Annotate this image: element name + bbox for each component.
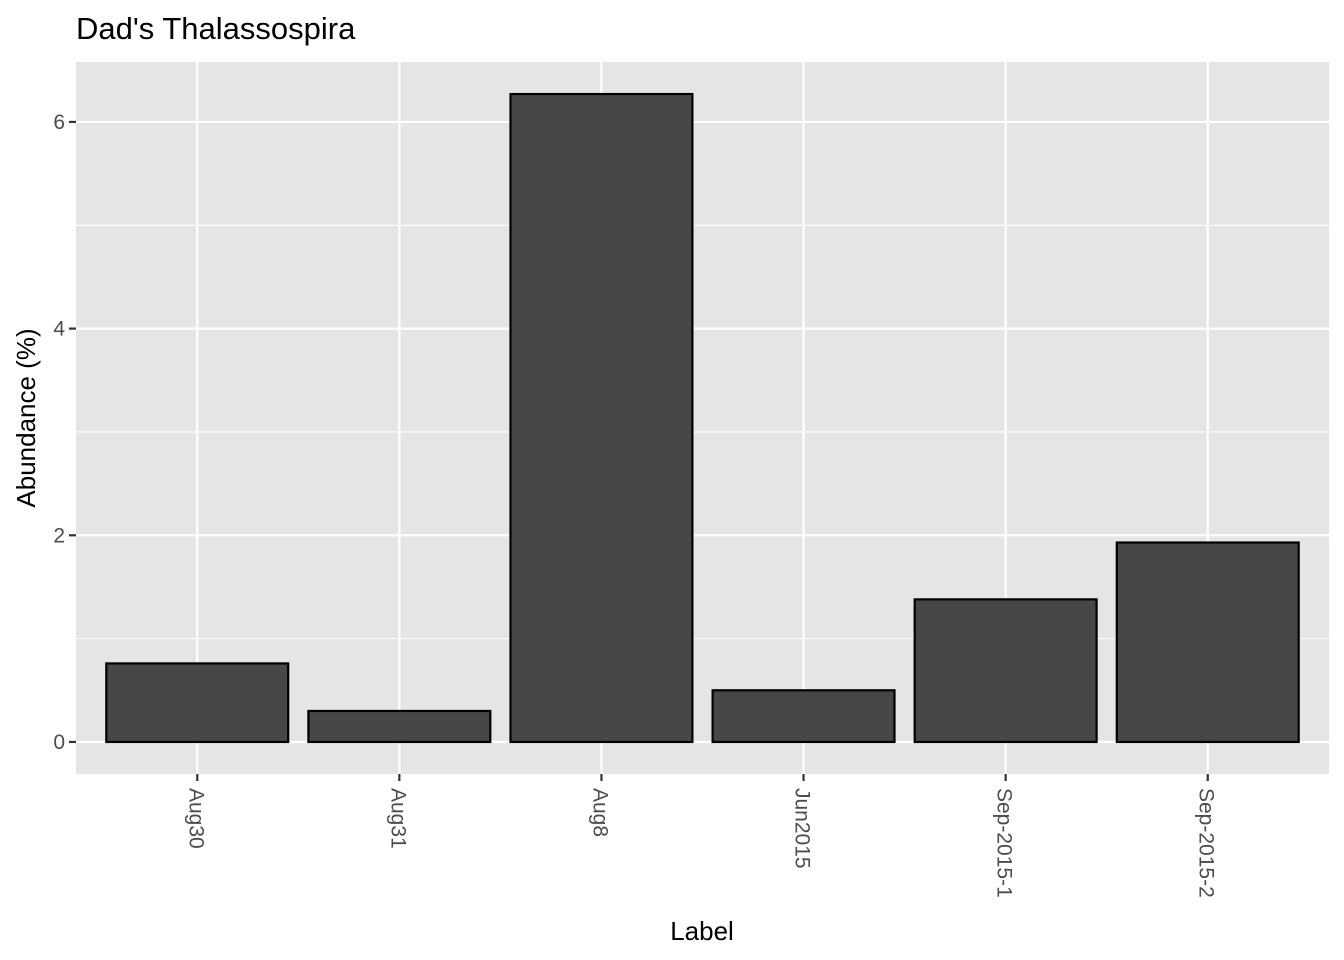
bars — [105, 92, 1300, 744]
bar-aug8 — [509, 92, 694, 744]
y-tick-label: 4 — [53, 318, 65, 341]
bar-aug30 — [105, 662, 290, 744]
chart-title: Dad's Thalassospira — [76, 11, 356, 46]
bar-sep-2015-1 — [913, 598, 1098, 744]
y-axis-title: Abundance (%) — [11, 328, 41, 507]
x-tick-label: Sep-2015-1 — [993, 788, 1016, 898]
x-axis-title: Label — [670, 916, 734, 946]
x-tick-label: Aug31 — [386, 788, 409, 849]
x-tick-label: Jun2015 — [791, 788, 814, 869]
x-tick-label: Sep-2015-2 — [1195, 788, 1218, 898]
y-tick-label: 2 — [53, 524, 65, 547]
x-tick-label: Aug8 — [588, 788, 611, 837]
y-tick-label: 0 — [53, 731, 65, 754]
bar-aug31 — [307, 709, 492, 744]
y-axis: 0 2 4 6 — [53, 111, 76, 754]
x-tick-label: Aug30 — [184, 788, 207, 849]
y-tick-label: 6 — [53, 111, 65, 134]
bar-sep-2015-2 — [1115, 541, 1300, 744]
x-axis: Aug30 Aug31 Aug8 Jun2015 Sep-2015-1 Sep-2015-… — [184, 774, 1218, 898]
bar-jun2015 — [711, 689, 896, 744]
